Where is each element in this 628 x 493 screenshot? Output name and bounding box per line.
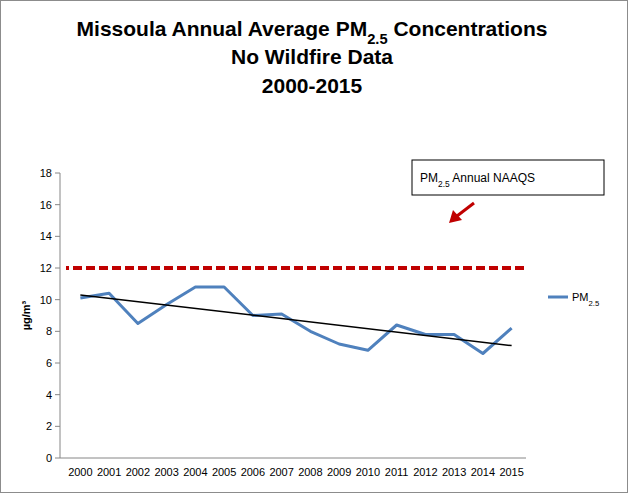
y-tick-label: 6 — [46, 357, 52, 369]
x-tick-label: 2015 — [499, 466, 523, 478]
y-tick — [55, 268, 60, 269]
x-axis — [60, 458, 526, 459]
annotation-box — [412, 160, 604, 195]
y-tick-label: 14 — [40, 230, 52, 242]
y-axis-label: µg/m³ — [20, 300, 32, 330]
x-tick-label: 2010 — [356, 466, 380, 478]
y-tick-label: 18 — [40, 167, 52, 179]
y-tick — [55, 394, 60, 395]
annotation: PM2.5 Annual NAAQS — [420, 171, 535, 189]
y-tick — [55, 204, 60, 205]
y-tick-label: 16 — [40, 199, 52, 211]
x-tick-label: 2006 — [241, 466, 265, 478]
x-tick-label: 2005 — [212, 466, 236, 478]
y-tick-label: 4 — [46, 389, 52, 401]
chart-title: Missoula Annual Average PM2.5 Concentrat… — [77, 17, 548, 47]
y-tick-label: 12 — [40, 262, 52, 274]
y-tick-label: 2 — [46, 420, 52, 432]
chart: Missoula Annual Average PM2.5 Concentrat… — [0, 0, 628, 493]
x-tick-label: 2004 — [183, 466, 207, 478]
x-tick-label: 2012 — [413, 466, 437, 478]
y-tick-label: 0 — [46, 452, 52, 464]
x-tick-label: 2009 — [327, 466, 351, 478]
chart-title: No Wildfire Data — [231, 45, 393, 68]
arrow-shaft — [457, 203, 474, 216]
x-tick-label: 2001 — [97, 466, 121, 478]
y-tick — [55, 236, 60, 237]
reference-line — [66, 266, 526, 270]
x-tick-label: 2013 — [442, 466, 466, 478]
x-tick-label: 2002 — [126, 466, 150, 478]
legend-swatch — [548, 296, 568, 299]
x-tick-label: 2008 — [298, 466, 322, 478]
trend-line — [80, 295, 511, 346]
y-tick — [55, 458, 60, 459]
x-tick-label: 2007 — [269, 466, 293, 478]
chart-border — [1, 1, 628, 493]
x-tick-label: 2014 — [471, 466, 495, 478]
legend-label: PM2.5 — [572, 291, 599, 308]
plot-marks — [66, 268, 526, 354]
y-tick — [55, 173, 60, 174]
y-axis — [60, 173, 61, 458]
arrow-head — [449, 210, 462, 223]
y-tick — [55, 331, 60, 332]
y-tick — [55, 299, 60, 300]
series-line — [80, 287, 511, 354]
chart-title: 2000-2015 — [262, 74, 363, 97]
y-tick — [55, 426, 60, 427]
y-tick-label: 8 — [46, 325, 52, 337]
y-tick-label: 10 — [40, 294, 52, 306]
x-tick-label: 2003 — [154, 466, 178, 478]
x-tick-label: 2011 — [385, 466, 409, 478]
x-tick-label: 2000 — [68, 466, 92, 478]
y-tick — [55, 363, 60, 364]
